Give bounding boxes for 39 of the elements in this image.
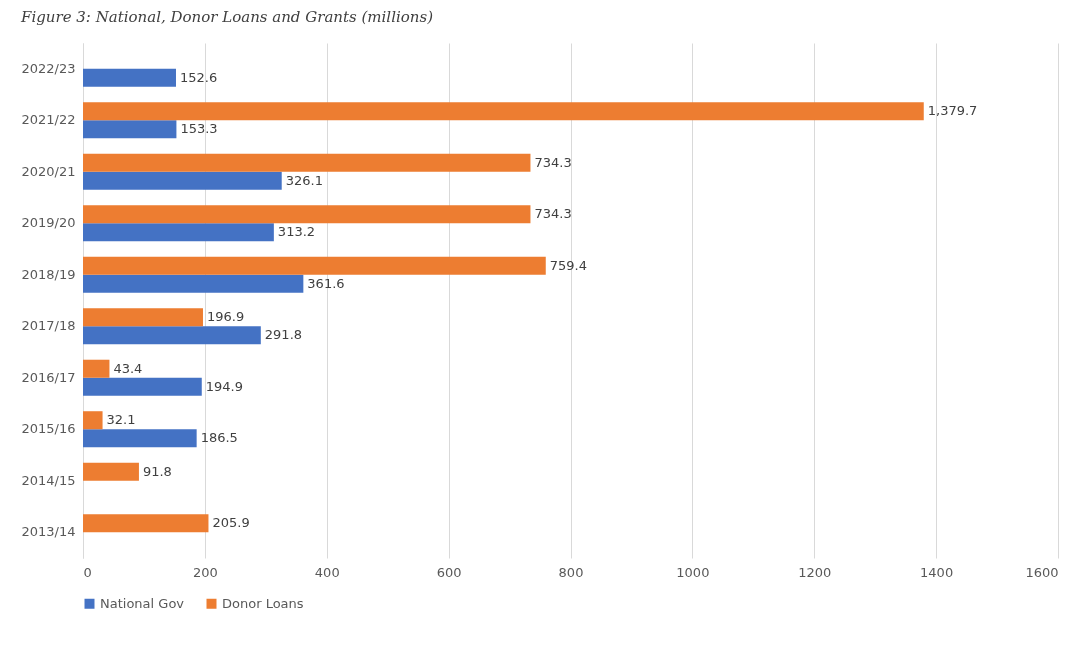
- data-label: 196.9: [206, 309, 245, 325]
- data-label: 153.3: [180, 121, 218, 137]
- data-label: 1,379.7: [927, 103, 978, 119]
- y-tick-label: 2019/20: [21, 215, 76, 231]
- y-tick-label: 2021/22: [21, 112, 76, 128]
- data-label: 734.3: [534, 206, 572, 222]
- x-tick-label: 200: [192, 564, 218, 580]
- data-label: 205.9: [212, 515, 250, 531]
- x-tick-label: 1000: [676, 564, 710, 580]
- data-label: 194.9: [205, 378, 243, 394]
- x-tick-label: 1600: [1025, 564, 1059, 580]
- data-label: 361.6: [307, 275, 345, 291]
- x-tick-label: 0: [83, 564, 92, 580]
- data-label: 313.2: [277, 224, 316, 240]
- legend-label: National Gov: [100, 595, 185, 611]
- data-label: 734.3: [534, 154, 572, 170]
- y-tick-label: 2022/23: [21, 60, 76, 76]
- y-tick-label: 2020/21: [21, 163, 76, 179]
- y-tick-label: 2013/14: [21, 524, 76, 540]
- y-tick-label: 2015/16: [21, 421, 76, 437]
- x-tick-label: 1200: [798, 564, 832, 580]
- chart-title: Figure 3: National, Donor Loans and Grants (millions): [19, 8, 434, 26]
- y-tick-label: 2017/18: [21, 318, 76, 334]
- legend-label: Donor Loans: [222, 595, 304, 611]
- x-tick-label: 600: [436, 564, 462, 580]
- data-label: 32.1: [106, 412, 136, 428]
- data-label: 43.4: [113, 360, 143, 376]
- data-label: 326.1: [285, 172, 323, 188]
- y-tick-label: 2014/15: [21, 472, 76, 488]
- x-tick-label: 400: [314, 564, 340, 580]
- data-label: 152.6: [179, 69, 218, 85]
- data-label: 91.8: [142, 463, 172, 479]
- y-tick-label: 2018/19: [21, 266, 76, 282]
- x-tick-label: 800: [558, 564, 584, 580]
- data-label: 759.4: [549, 257, 587, 273]
- y-tick-label: 2016/17: [21, 369, 76, 385]
- data-label: 186.5: [200, 430, 238, 446]
- x-tick-label: 1400: [920, 564, 954, 580]
- data-label: 291.8: [264, 327, 303, 343]
